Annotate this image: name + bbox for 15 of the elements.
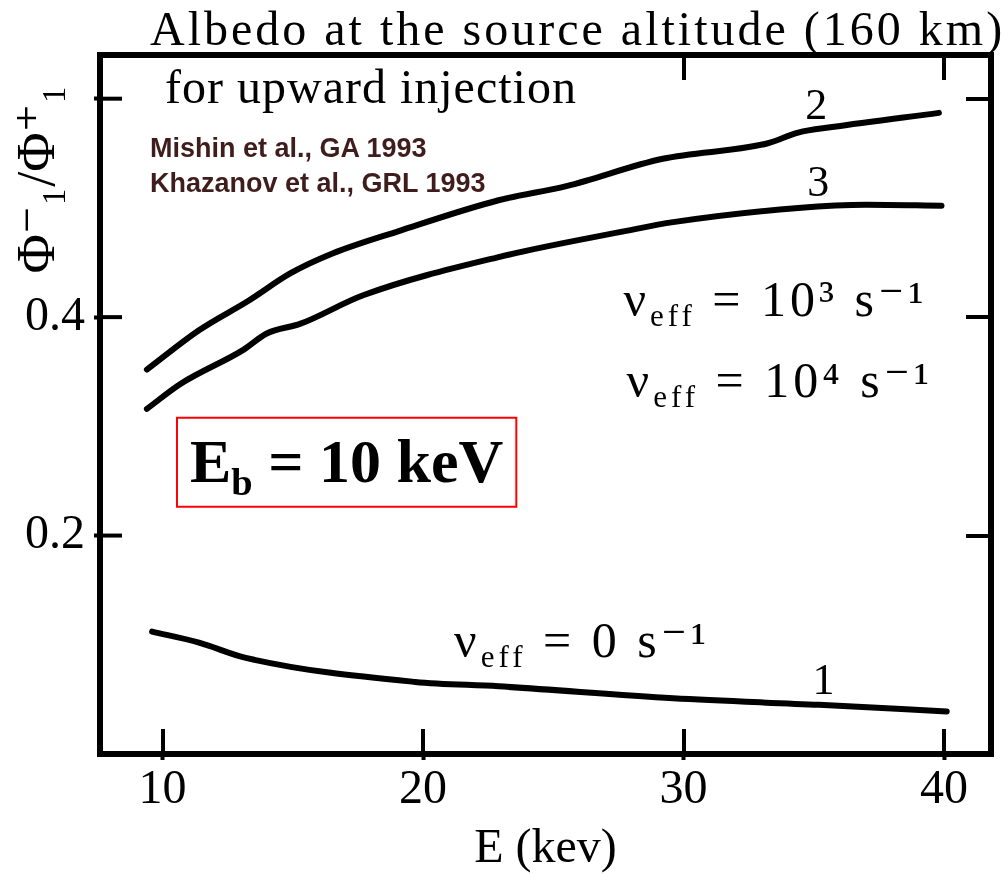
chart-title: Albedo at the source altitude (160 km) xyxy=(150,2,1004,56)
series-label: 3 xyxy=(807,156,830,206)
x-tick-label: 40 xyxy=(920,760,969,814)
x-tick-label: 10 xyxy=(138,760,187,814)
series-label: 1 xyxy=(812,655,835,705)
x-tick-label: 30 xyxy=(659,760,708,814)
series-label: 2 xyxy=(805,79,828,129)
annotation: Khazanov et al., GRL 1993 xyxy=(149,167,486,198)
chart-subtitle: for upward injection xyxy=(165,60,577,113)
x-axis-title: E (kev) xyxy=(474,819,617,873)
y-tick-label: 0.2 xyxy=(25,505,85,559)
y-tick-label: 0.4 xyxy=(25,286,85,340)
annotation: Mishin et al., GA 1993 xyxy=(149,132,427,163)
x-tick-label: 20 xyxy=(399,760,448,814)
y-axis-title: Φ⁻₁/Φ⁺₁ xyxy=(6,85,67,274)
